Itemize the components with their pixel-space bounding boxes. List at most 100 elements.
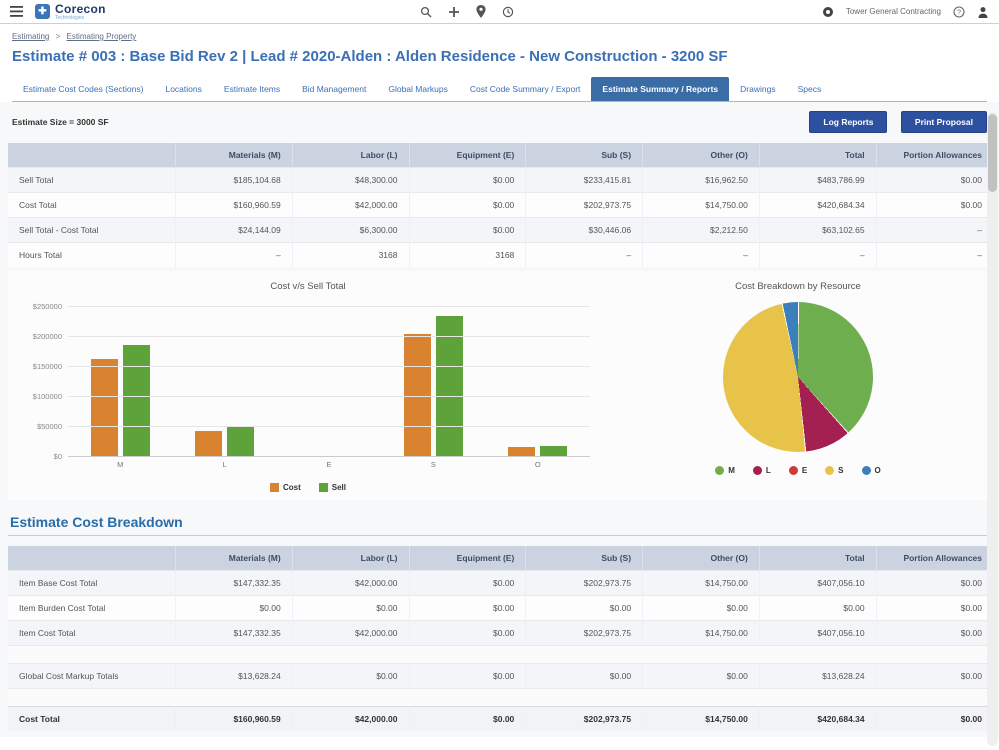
value-cell: $0.00	[292, 596, 409, 621]
notifications-pin-icon[interactable]	[476, 5, 486, 18]
section-title-estimate-cost-breakdown: Estimate Cost Breakdown	[10, 514, 999, 530]
tab-cost-code-summary-export[interactable]: Cost Code Summary / Export	[459, 77, 592, 101]
value-cell: 3168	[292, 243, 409, 268]
value-cell: $14,750.00	[643, 707, 760, 732]
legend-swatch	[789, 466, 798, 475]
bar-chart-plot-area: $250000$200000$150000$100000$50000$0	[68, 306, 590, 456]
tab-drawings[interactable]: Drawings	[729, 77, 786, 101]
vertical-scrollbar[interactable]	[987, 112, 998, 746]
value-cell: $233,415.81	[526, 168, 643, 193]
value-cell: $407,056.10	[759, 571, 876, 596]
bar-sell-o	[540, 446, 567, 456]
user-icon[interactable]	[977, 6, 989, 18]
legend-swatch	[715, 466, 724, 475]
y-axis-tick-label: $250000	[16, 302, 62, 311]
company-name[interactable]: Tower General Contracting	[846, 7, 941, 16]
scrollbar-thumb[interactable]	[988, 114, 997, 192]
brand-name: Corecon	[55, 3, 106, 15]
bar-sell-l	[227, 427, 254, 456]
column-header: Other (O)	[643, 143, 760, 168]
value-cell: $13,628.24	[175, 664, 292, 689]
table-row: Cost Total$160,960.59$42,000.00$0.00$202…	[8, 193, 993, 218]
company-icon[interactable]	[822, 6, 834, 18]
column-header	[8, 546, 175, 571]
tab-locations[interactable]: Locations	[154, 77, 212, 101]
row-label: Sell Total - Cost Total	[8, 218, 175, 243]
tab-estimate-items[interactable]: Estimate Items	[213, 77, 291, 101]
y-axis-tick-label: $150000	[16, 362, 62, 371]
help-icon[interactable]: ?	[953, 6, 965, 18]
value-cell: $202,973.75	[526, 621, 643, 646]
tab-global-markups[interactable]: Global Markups	[377, 77, 459, 101]
column-header	[8, 143, 175, 168]
row-label: Item Burden Cost Total	[8, 596, 175, 621]
value-cell: $420,684.34	[759, 707, 876, 732]
tab-specs[interactable]: Specs	[787, 77, 833, 101]
column-header: Equipment (E)	[409, 143, 526, 168]
search-icon[interactable]	[420, 6, 432, 18]
value-cell: $0.00	[526, 596, 643, 621]
pie-chart-legend: MLESO	[628, 466, 968, 475]
bar-sell-m	[123, 345, 150, 456]
history-clock-icon[interactable]	[502, 6, 514, 18]
gridline: $150000	[68, 366, 590, 367]
value-cell: $0.00	[409, 707, 526, 732]
value-cell: $0.00	[876, 571, 993, 596]
corecon-logo[interactable]: ✚ Corecon Technologies	[35, 3, 106, 21]
column-header: Total	[759, 143, 876, 168]
column-header: Other (O)	[643, 546, 760, 571]
corecon-logo-icon: ✚	[35, 4, 50, 19]
y-axis-tick-label: $0	[16, 452, 62, 461]
value-cell: $202,973.75	[526, 707, 643, 732]
value-cell: $14,750.00	[643, 193, 760, 218]
value-cell: $0.00	[876, 596, 993, 621]
legend-item-m: M	[715, 466, 735, 475]
value-cell: –	[876, 218, 993, 243]
spacer-cell	[8, 646, 993, 664]
log-reports-button[interactable]: Log Reports	[809, 111, 887, 133]
legend-swatch	[319, 483, 328, 492]
value-cell: $185,104.68	[175, 168, 292, 193]
column-header: Portion Allowances	[876, 546, 993, 571]
tab-bar: Estimate Cost Codes (Sections)LocationsE…	[12, 77, 987, 102]
value-cell: $160,960.59	[175, 193, 292, 218]
print-proposal-button[interactable]: Print Proposal	[901, 111, 987, 133]
cost-breakdown-pie-chart: Cost Breakdown by Resource MLESO	[628, 281, 968, 492]
value-cell: $16,962.50	[643, 168, 760, 193]
menu-icon[interactable]	[10, 6, 23, 17]
table-row: Item Base Cost Total$147,332.35$42,000.0…	[8, 571, 993, 596]
breadcrumb-link-estimating-property[interactable]: Estimating Property	[67, 32, 137, 41]
table-row: Sell Total - Cost Total$24,144.09$6,300.…	[8, 218, 993, 243]
column-header: Labor (L)	[292, 143, 409, 168]
estimate-summary-table: Materials (M)Labor (L)Equipment (E)Sub (…	[8, 143, 993, 267]
value-cell: $0.00	[409, 218, 526, 243]
x-axis-tick-label: E	[299, 460, 358, 469]
tab-estimate-summary-reports[interactable]: Estimate Summary / Reports	[591, 77, 729, 101]
bar-group-o	[508, 446, 567, 456]
estimate-cost-breakdown-table: Materials (M)Labor (L)Equipment (E)Sub (…	[8, 546, 993, 731]
value-cell: $24,144.09	[175, 218, 292, 243]
value-cell: $483,786.99	[759, 168, 876, 193]
bar-group-l	[195, 427, 254, 456]
breadcrumb-link-estimating[interactable]: Estimating	[12, 32, 49, 41]
table-row: Cost Total$160,960.59$42,000.00$0.00$202…	[8, 707, 993, 732]
legend-swatch	[825, 466, 834, 475]
table-row: Item Burden Cost Total$0.00$0.00$0.00$0.…	[8, 596, 993, 621]
value-cell: $0.00	[876, 707, 993, 732]
table-row: Hours Total–31683168––––	[8, 243, 993, 268]
value-cell: 3168	[409, 243, 526, 268]
value-cell: $147,332.35	[175, 571, 292, 596]
column-header: Sub (S)	[526, 143, 643, 168]
value-cell: $42,000.00	[292, 571, 409, 596]
tab-estimate-cost-codes-sections[interactable]: Estimate Cost Codes (Sections)	[12, 77, 154, 101]
tab-bid-management[interactable]: Bid Management	[291, 77, 377, 101]
x-axis-tick-label: L	[195, 460, 254, 469]
row-label: Cost Total	[8, 707, 175, 732]
value-cell: $147,332.35	[175, 621, 292, 646]
bar-chart-legend: CostSell	[8, 483, 608, 492]
value-cell: –	[876, 243, 993, 268]
value-cell: $2,212.50	[643, 218, 760, 243]
table-row	[8, 689, 993, 707]
column-header: Sub (S)	[526, 546, 643, 571]
add-icon[interactable]	[448, 6, 460, 18]
